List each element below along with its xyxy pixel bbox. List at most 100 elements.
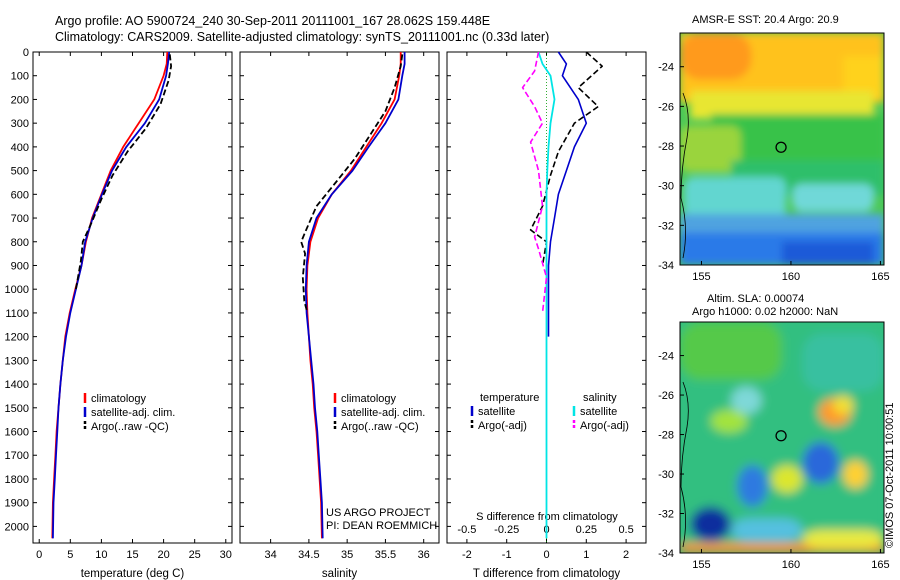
temperature-xtick-label: 20 (157, 549, 169, 561)
salinity-xtick-label: 35 (341, 549, 353, 561)
depth-tick-label: 800 (11, 237, 29, 249)
sst-map-title: AMSR-E SST: 20.4 Argo: 20.9 (692, 14, 839, 26)
sla-map-coastline (680, 381, 689, 548)
depth-tick-label: 300 (11, 118, 29, 130)
sla-map-ytick-label: -28 (658, 430, 674, 442)
sst-map-colour-blobs (680, 33, 884, 265)
sla-map-ytick-label: -24 (658, 351, 674, 363)
sla-map-ytick-label: -34 (658, 548, 674, 560)
depth-tick-label: 1300 (5, 355, 29, 367)
sla-map-ytick-label: -32 (658, 509, 674, 521)
depth-tick-label: 1800 (5, 474, 29, 486)
sla-map-blob (771, 465, 803, 493)
depth-tick-label: 200 (11, 94, 29, 106)
temperature-xtick-label: 0 (36, 549, 42, 561)
sla-map-blob (690, 506, 731, 542)
sst-map-frame (679, 32, 885, 266)
project-annotation: PI: DEAN ROEMMICH (326, 520, 437, 532)
salinity-xtick-label: 34.5 (298, 549, 319, 561)
legend-entry: temperature (480, 392, 539, 404)
difference-series-3 (521, 51, 548, 313)
sla-map-argo-marker (775, 430, 787, 442)
temperature-axes-box (32, 51, 233, 544)
sla-map-xtick-label: 155 (692, 559, 710, 571)
sst-map-blob (792, 183, 874, 212)
temperature-xtick-label: 25 (189, 549, 201, 561)
salinity-axis-label: salinity (322, 568, 357, 580)
depth-tick-label: 1700 (5, 450, 29, 462)
depth-tick-label: 500 (11, 166, 29, 178)
sla-map: 155 160 165 -24 -26 -28 -30 -32 -34 (658, 321, 890, 571)
sst-map-ytick-label: -34 (658, 260, 674, 272)
depth-tick-label: 1600 (5, 427, 29, 439)
sla-map-xtick-label: 165 (871, 559, 889, 571)
legend-entry: satellite (580, 406, 617, 418)
sst-map-blob (680, 125, 742, 173)
legend-entry: satellite (478, 406, 515, 418)
sla-map-blob (802, 529, 884, 549)
sla-map-xtick-label: 160 (782, 559, 800, 571)
sst-map-ytick-label: -24 (658, 62, 674, 74)
temperature-axis-label: temperature (deg C) (81, 568, 185, 580)
sst-map-xtick-label: 165 (871, 271, 889, 283)
difference-xtick-label: -1 (502, 549, 512, 561)
sla-map-ytick-label: -30 (658, 469, 674, 481)
salinity-diff-tick-label: -0.5 (457, 524, 476, 536)
sla-map-subtitle: Argo h1000: 0.02 h2000: NaN (692, 306, 839, 318)
sst-map-blob (680, 33, 752, 80)
salinity-diff-tick-label: -0.25 (494, 524, 519, 536)
profile-panel-temperature: 0 5 10 15 20 25 300100200300400500600700800900… (5, 47, 233, 580)
salinity-series-1 (304, 52, 406, 539)
sst-map-blob (782, 241, 874, 265)
sla-map-frame (679, 321, 885, 554)
depth-tick-label: 0 (23, 47, 29, 59)
salinity-xtick-label: 36 (418, 549, 430, 561)
difference-axis-label: T difference from climatology (473, 568, 620, 580)
temperature-xtick-label: 30 (220, 549, 232, 561)
salinity-series-2 (300, 54, 404, 314)
difference-xtick-label: 0 (543, 549, 549, 561)
depth-tick-label: 900 (11, 260, 29, 272)
sst-map-blob (684, 176, 787, 219)
sla-map-title: Altim. SLA: 0.00074 (707, 293, 805, 305)
sst-map-xtick-label: 155 (692, 271, 710, 283)
difference-xtick-label: 2 (623, 549, 629, 561)
profile-panel-salinity: 34 34.5 35 35.5 36 salinity climatology satelli… (239, 51, 440, 580)
sst-map-ytick-label: -26 (658, 101, 674, 113)
legend-entry: Argo(..raw -QC) (341, 421, 419, 433)
legend-entry: Argo(-adj) (580, 420, 629, 432)
depth-tick-label: 600 (11, 189, 29, 201)
sla-map-blob (731, 518, 803, 542)
legend-entry: Argo(-adj) (478, 420, 527, 432)
depth-tick-label: 1100 (5, 308, 29, 320)
legend-entry: Argo(..raw -QC) (91, 421, 169, 433)
depth-tick-label: 1200 (5, 332, 29, 344)
temperature-xtick-label: 10 (95, 549, 107, 561)
figure-title-line1: Argo profile: AO 5900724_240 30-Sep-2011… (55, 14, 491, 28)
sst-map-argo-marker (775, 141, 787, 153)
depth-tick-label: 700 (11, 213, 29, 225)
difference-xtick-label: -2 (462, 549, 472, 561)
figure-title-line2: Climatology: CARS2009. Satellite-adjuste… (55, 30, 550, 44)
sla-map-blob (843, 460, 868, 489)
salinity-xtick-label: 34 (264, 549, 276, 561)
sst-map-coastline (680, 92, 689, 259)
sst-map: 155 160 165 -24 -26 -28 -30 -32 -34 (658, 32, 890, 283)
sla-map-blob (710, 409, 748, 433)
sla-map-blob (680, 543, 884, 553)
depth-tick-label: 1500 (5, 403, 29, 415)
depth-tick-label: 2000 (5, 521, 29, 533)
depth-tick-label: 100 (11, 71, 29, 83)
difference-series-0 (547, 51, 588, 337)
legend-entry: climatology (341, 393, 397, 405)
difference-xtick-label: 1 (583, 549, 589, 561)
sst-map-ytick-label: -32 (658, 220, 674, 232)
depth-tick-label: 1900 (5, 498, 29, 510)
temperature-xtick-label: 15 (126, 549, 138, 561)
sla-map-ytick-label: -26 (658, 390, 674, 402)
sla-map-blob (737, 465, 768, 507)
sst-map-field (680, 33, 884, 265)
sla-map-blob (802, 333, 884, 392)
